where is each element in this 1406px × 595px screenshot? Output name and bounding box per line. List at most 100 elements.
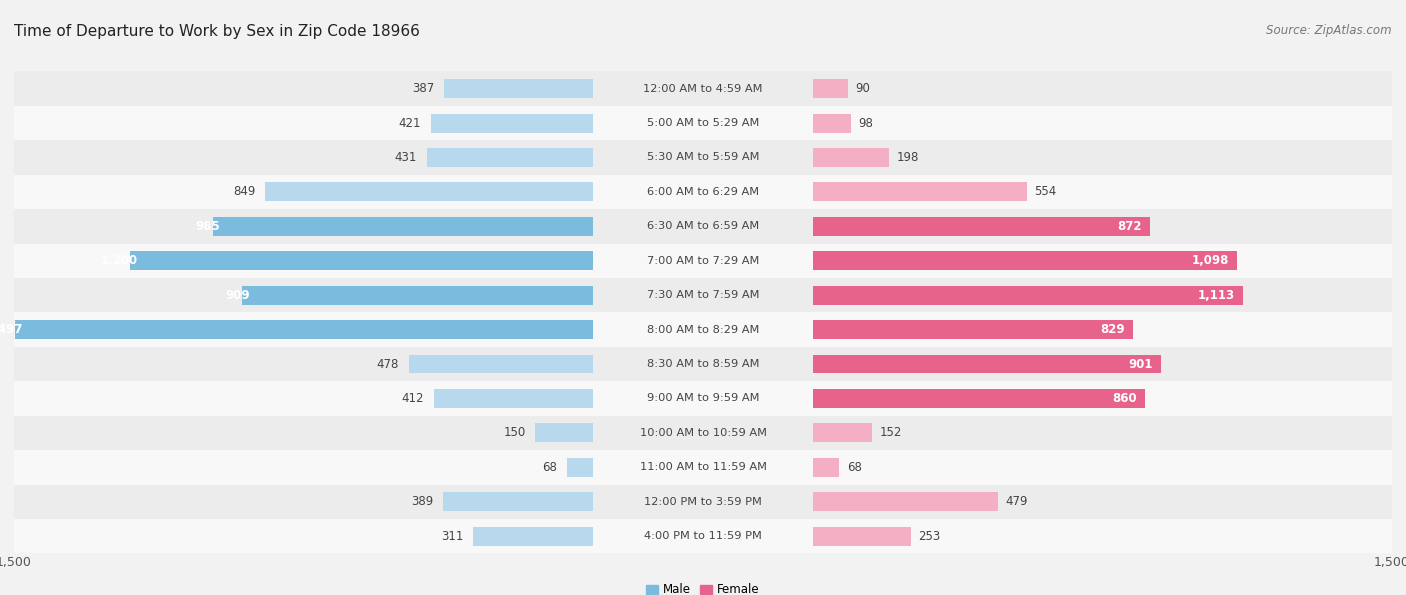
Bar <box>813 148 890 167</box>
Text: 1,497: 1,497 <box>0 323 22 336</box>
Text: 98: 98 <box>859 117 873 130</box>
Bar <box>813 140 1392 175</box>
Bar <box>813 492 998 511</box>
Bar <box>593 484 813 519</box>
Bar <box>593 416 813 450</box>
Bar <box>813 484 1392 519</box>
Text: 311: 311 <box>441 530 464 543</box>
Text: 985: 985 <box>195 220 221 233</box>
Text: 412: 412 <box>402 392 425 405</box>
Text: 6:30 AM to 6:59 AM: 6:30 AM to 6:59 AM <box>647 221 759 231</box>
Bar <box>813 106 1392 140</box>
Bar <box>593 381 813 416</box>
Text: 9:00 AM to 9:59 AM: 9:00 AM to 9:59 AM <box>647 393 759 403</box>
Bar <box>813 71 1392 106</box>
Bar <box>593 312 813 347</box>
Bar <box>14 450 593 484</box>
Bar <box>14 209 593 243</box>
Bar <box>567 458 593 477</box>
Text: 8:30 AM to 8:59 AM: 8:30 AM to 8:59 AM <box>647 359 759 369</box>
Text: Source: ZipAtlas.com: Source: ZipAtlas.com <box>1267 24 1392 37</box>
Text: 8:00 AM to 8:29 AM: 8:00 AM to 8:29 AM <box>647 325 759 334</box>
Bar <box>212 217 593 236</box>
Bar <box>813 389 1144 408</box>
Text: 12:00 AM to 4:59 AM: 12:00 AM to 4:59 AM <box>644 84 762 93</box>
Bar <box>813 450 1392 484</box>
Bar <box>813 79 848 98</box>
Bar <box>15 320 593 339</box>
Text: 421: 421 <box>398 117 420 130</box>
Text: 849: 849 <box>233 186 256 198</box>
Bar <box>813 320 1133 339</box>
Bar <box>593 519 813 553</box>
Bar <box>14 312 593 347</box>
Bar <box>593 71 813 106</box>
Text: 198: 198 <box>897 151 920 164</box>
Text: 1,200: 1,200 <box>100 254 138 267</box>
Text: 860: 860 <box>1112 392 1137 405</box>
Text: 1,113: 1,113 <box>1198 289 1234 302</box>
Text: 12:00 PM to 3:59 PM: 12:00 PM to 3:59 PM <box>644 497 762 507</box>
Text: 90: 90 <box>855 82 870 95</box>
Bar <box>593 278 813 312</box>
Bar <box>409 355 593 374</box>
Bar <box>813 355 1161 374</box>
Bar <box>593 209 813 243</box>
Bar <box>813 209 1392 243</box>
Bar <box>242 286 593 305</box>
Bar <box>443 492 593 511</box>
Bar <box>813 381 1392 416</box>
Text: 1,098: 1,098 <box>1192 254 1229 267</box>
Bar <box>593 243 813 278</box>
Bar <box>14 278 593 312</box>
Text: 479: 479 <box>1005 495 1028 508</box>
Bar <box>593 450 813 484</box>
Bar <box>14 416 593 450</box>
Bar <box>813 183 1026 201</box>
Text: 253: 253 <box>918 530 941 543</box>
Bar <box>593 140 813 175</box>
Bar <box>434 389 593 408</box>
Bar <box>813 527 911 546</box>
Text: 7:00 AM to 7:29 AM: 7:00 AM to 7:29 AM <box>647 256 759 266</box>
Text: 68: 68 <box>846 461 862 474</box>
Bar <box>14 106 593 140</box>
Bar <box>14 243 593 278</box>
Text: 4:00 PM to 11:59 PM: 4:00 PM to 11:59 PM <box>644 531 762 541</box>
Text: 150: 150 <box>503 427 526 439</box>
Bar <box>472 527 593 546</box>
Bar <box>813 458 839 477</box>
Bar <box>430 114 593 133</box>
Text: 389: 389 <box>411 495 433 508</box>
Bar <box>14 140 593 175</box>
Bar <box>14 71 593 106</box>
Bar <box>813 251 1237 270</box>
Text: 7:30 AM to 7:59 AM: 7:30 AM to 7:59 AM <box>647 290 759 300</box>
Text: 68: 68 <box>543 461 557 474</box>
Text: 554: 554 <box>1035 186 1057 198</box>
Legend: Male, Female: Male, Female <box>641 578 765 595</box>
Bar <box>426 148 593 167</box>
Bar <box>813 424 872 442</box>
Bar <box>593 347 813 381</box>
Bar <box>813 243 1392 278</box>
Text: Time of Departure to Work by Sex in Zip Code 18966: Time of Departure to Work by Sex in Zip … <box>14 24 420 39</box>
Bar <box>129 251 593 270</box>
Bar <box>14 347 593 381</box>
Bar <box>813 347 1392 381</box>
Text: 431: 431 <box>395 151 418 164</box>
Bar <box>813 114 851 133</box>
Text: 6:00 AM to 6:29 AM: 6:00 AM to 6:29 AM <box>647 187 759 197</box>
Text: 5:30 AM to 5:59 AM: 5:30 AM to 5:59 AM <box>647 152 759 162</box>
Bar <box>813 217 1150 236</box>
Text: 11:00 AM to 11:59 AM: 11:00 AM to 11:59 AM <box>640 462 766 472</box>
Bar <box>813 286 1243 305</box>
Bar <box>813 175 1392 209</box>
Text: 872: 872 <box>1118 220 1142 233</box>
Bar <box>14 381 593 416</box>
Text: 901: 901 <box>1129 358 1153 371</box>
Text: 829: 829 <box>1101 323 1125 336</box>
Text: 10:00 AM to 10:59 AM: 10:00 AM to 10:59 AM <box>640 428 766 438</box>
Bar <box>14 519 593 553</box>
Bar <box>593 106 813 140</box>
